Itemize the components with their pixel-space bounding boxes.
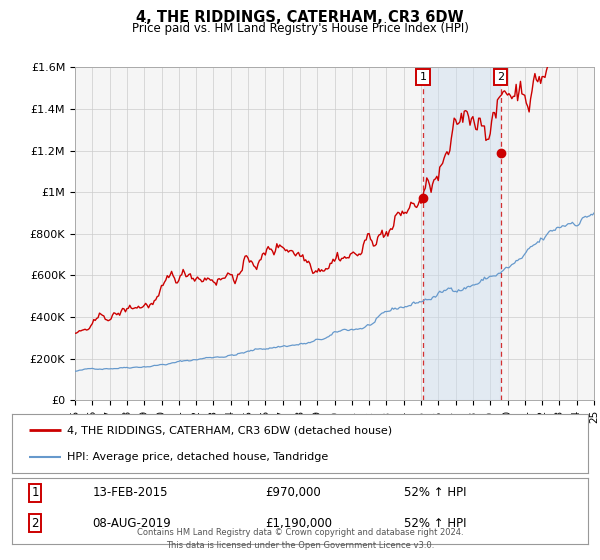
Text: 4, THE RIDDINGS, CATERHAM, CR3 6DW: 4, THE RIDDINGS, CATERHAM, CR3 6DW <box>136 10 464 25</box>
Text: 1: 1 <box>419 72 427 82</box>
Text: 08-AUG-2019: 08-AUG-2019 <box>92 517 172 530</box>
Text: £970,000: £970,000 <box>265 486 321 500</box>
Text: 52% ↑ HPI: 52% ↑ HPI <box>404 517 466 530</box>
Text: Price paid vs. HM Land Registry's House Price Index (HPI): Price paid vs. HM Land Registry's House … <box>131 22 469 35</box>
Text: 2: 2 <box>497 72 504 82</box>
Text: Contains HM Land Registry data © Crown copyright and database right 2024.
This d: Contains HM Land Registry data © Crown c… <box>137 529 463 550</box>
Text: 13-FEB-2015: 13-FEB-2015 <box>92 486 168 500</box>
Text: £1,190,000: £1,190,000 <box>265 517 332 530</box>
Text: 2: 2 <box>31 517 39 530</box>
Text: HPI: Average price, detached house, Tandridge: HPI: Average price, detached house, Tand… <box>67 452 328 463</box>
Text: 1: 1 <box>31 486 39 500</box>
Text: 4, THE RIDDINGS, CATERHAM, CR3 6DW (detached house): 4, THE RIDDINGS, CATERHAM, CR3 6DW (deta… <box>67 425 392 435</box>
Text: 52% ↑ HPI: 52% ↑ HPI <box>404 486 466 500</box>
